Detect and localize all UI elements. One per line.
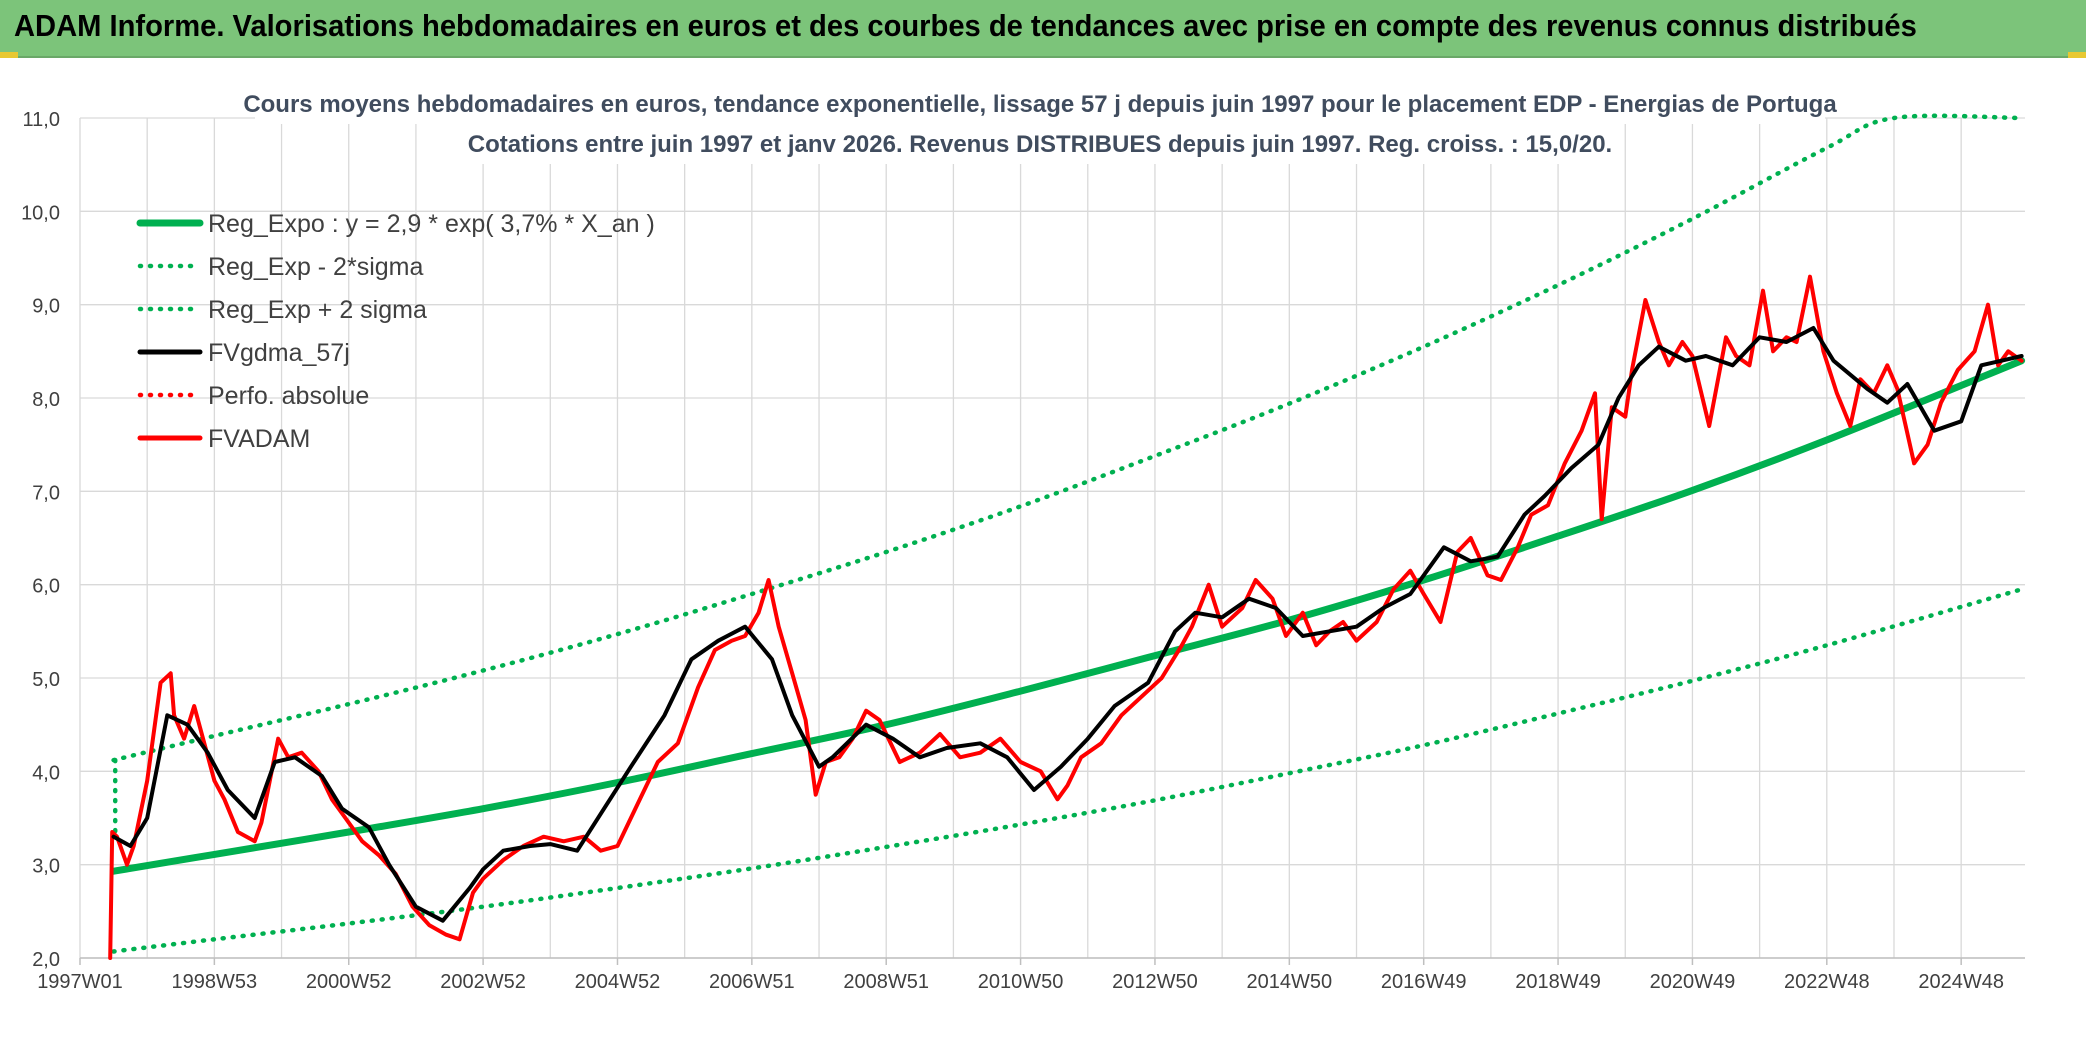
- trend-chart: 2,0 3,0 4,0 5,0 6,0 7,0 8,0 9,0 10,0 11,0 1997W01…: [0, 58, 2086, 1037]
- x-tick-label: 2004W52: [575, 971, 661, 993]
- corner-mark-right: [2068, 52, 2086, 58]
- x-tick-label: 2022W48: [1784, 971, 1870, 993]
- legend-label: Reg_Expo : y = 2,9 * exp( 3,7% * X_an ): [208, 210, 655, 238]
- y-tick-label: 4,0: [32, 762, 60, 784]
- legend-label: FVADAM: [208, 425, 310, 453]
- legend-label: FVgdma_57j: [208, 339, 350, 367]
- legend-label: Reg_Exp + 2 sigma: [208, 296, 427, 324]
- x-tick-label: 2002W52: [440, 971, 526, 993]
- subtitle-background: [470, 124, 1610, 164]
- series-line-reg-exp-2-sigma: [111, 587, 2024, 954]
- series-line-fvgdma-57j: [111, 326, 2024, 923]
- series-line-fvadam: [108, 274, 2024, 960]
- chart-background: [0, 58, 2086, 1037]
- x-tick-label: 2006W51: [709, 971, 795, 993]
- x-tick-label: 2020W49: [1650, 971, 1736, 993]
- x-tick-label: 2012W50: [1112, 971, 1198, 993]
- x-tick-label: 2024W48: [1918, 971, 2004, 993]
- x-tick-label: 2014W50: [1247, 971, 1333, 993]
- y-tick-label: 2,0: [32, 949, 60, 971]
- y-tick-label: 9,0: [32, 296, 60, 318]
- title-background: [255, 84, 1825, 124]
- y-tick-label: 5,0: [32, 669, 60, 691]
- y-tick-label: 8,0: [32, 389, 60, 411]
- y-tick-label: 6,0: [32, 576, 60, 598]
- chart-subtitle: Cotations entre juin 1997 et janv 2026. …: [468, 131, 1612, 158]
- series-line-reg-exp-2-sigma: [111, 113, 2024, 763]
- legend-label: Reg_Exp - 2*sigma: [208, 253, 423, 281]
- report-header: ADAM Informe. Valorisations hebdomadaire…: [0, 0, 2086, 58]
- report-title: ADAM Informe. Valorisations hebdomadaire…: [14, 8, 1917, 43]
- x-tick-label: 2016W49: [1381, 971, 1467, 993]
- legend: Reg_Expo : y = 2,9 * exp( 3,7% * X_an ) R…: [136, 210, 655, 453]
- x-tick-label: 2018W49: [1515, 971, 1601, 993]
- x-tick-label: 2000W52: [306, 971, 392, 993]
- x-tick-label: 2010W50: [978, 971, 1064, 993]
- y-tick-label: 3,0: [32, 856, 60, 878]
- series-lines: [108, 113, 2026, 960]
- chart-area: 2,0 3,0 4,0 5,0 6,0 7,0 8,0 9,0 10,0 11,0 1997W01…: [0, 58, 2086, 1037]
- y-tick-label: 11,0: [23, 109, 60, 131]
- y-tick-label: 10,0: [21, 202, 60, 224]
- y-axis-ticks: 2,0 3,0 4,0 5,0 6,0 7,0 8,0 9,0 10,0 11,0: [21, 109, 60, 971]
- x-tick-label: 1998W53: [172, 971, 258, 993]
- chart-title: Cours moyens hebdomadaires en euros, ten…: [243, 91, 1837, 118]
- x-tick-label: 2008W51: [843, 971, 929, 993]
- legend-label: Perfo. absolue: [208, 382, 369, 410]
- chart-titles: Cours moyens hebdomadaires en euros, ten…: [243, 84, 1837, 164]
- y-tick-label: 7,0: [32, 482, 60, 504]
- x-tick-label: 1997W01: [37, 971, 123, 993]
- series-line-reg-expo: [110, 357, 2026, 875]
- x-axis-ticks: 1997W01 1998W53 2000W52 2002W52 2004W52 2006W…: [37, 958, 2004, 993]
- corner-mark-left: [0, 52, 18, 58]
